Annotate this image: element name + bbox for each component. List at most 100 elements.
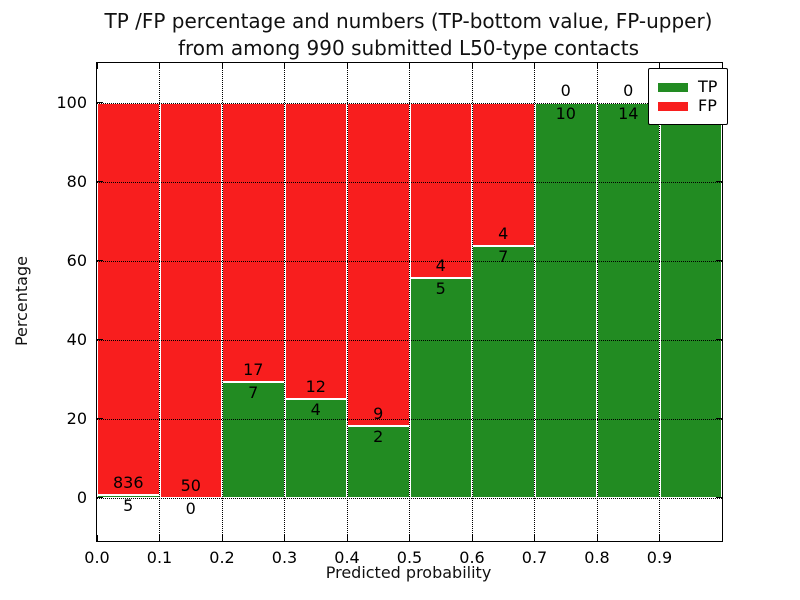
x-tick-label: 0.4 bbox=[334, 548, 360, 567]
x-tick-bottom bbox=[96, 535, 98, 541]
fp-count-label: 836 bbox=[112, 473, 144, 493]
x-tick-top bbox=[96, 63, 98, 69]
gridline-vertical bbox=[409, 63, 410, 541]
y-tick-label: 80 bbox=[66, 171, 87, 191]
x-tick-top bbox=[346, 63, 348, 69]
legend-box: TP FP bbox=[648, 68, 729, 125]
tp-count-label: 10 bbox=[555, 103, 576, 123]
x-tick-bottom bbox=[534, 535, 535, 541]
gridline-vertical bbox=[534, 63, 535, 541]
y-tick-right bbox=[716, 181, 722, 182]
y-tick-left bbox=[97, 497, 103, 499]
x-tick-label: 0.2 bbox=[209, 548, 235, 567]
x-tick-bottom bbox=[284, 535, 285, 541]
fp-count-label: 50 bbox=[180, 475, 201, 495]
y-tick-right bbox=[716, 497, 722, 499]
y-tick-label: 0 bbox=[76, 487, 87, 507]
x-tick-top bbox=[659, 63, 660, 69]
tp-count-label: 7 bbox=[498, 247, 509, 267]
y-tick-left bbox=[97, 181, 103, 182]
bar-fp-segment bbox=[409, 102, 472, 279]
y-tick-right bbox=[716, 339, 722, 341]
chart-title-line2: from among 990 submitted L50-type contac… bbox=[177, 36, 640, 60]
x-tick-bottom bbox=[221, 535, 223, 541]
y-tick-label: 20 bbox=[66, 408, 87, 428]
x-tick-top bbox=[721, 63, 723, 69]
bar-tp-segment bbox=[597, 102, 660, 498]
x-tick-bottom bbox=[659, 535, 660, 541]
fp-count-label: 4 bbox=[498, 224, 509, 244]
bar-fp-segment bbox=[284, 102, 347, 399]
fp-count-label: 0 bbox=[560, 80, 571, 100]
tp-swatch-icon bbox=[658, 82, 688, 92]
gridline-vertical bbox=[346, 63, 348, 541]
x-tick-top bbox=[596, 63, 598, 69]
legend-item-fp: FP bbox=[658, 98, 717, 114]
x-tick-bottom bbox=[596, 535, 598, 541]
gridline-vertical bbox=[159, 63, 160, 541]
legend-item-tp: TP bbox=[658, 79, 717, 95]
fp-count-label: 9 bbox=[373, 403, 384, 423]
x-axis-label: Predicted probability bbox=[325, 563, 492, 582]
fp-count-label: 12 bbox=[305, 376, 326, 396]
x-tick-bottom bbox=[159, 535, 160, 541]
bar-tp-segment bbox=[534, 102, 597, 498]
bar-fp-segment bbox=[347, 102, 410, 426]
x-tick-label: 0.3 bbox=[271, 548, 298, 567]
gridline-vertical bbox=[221, 63, 223, 541]
fp-swatch-icon bbox=[658, 101, 688, 111]
bar-fp-segment bbox=[472, 102, 535, 247]
x-tick-top bbox=[471, 63, 473, 69]
tp-count-label: 5 bbox=[435, 279, 446, 299]
x-tick-label: 0.7 bbox=[521, 548, 548, 567]
x-tick-top bbox=[159, 63, 160, 69]
x-tick-bottom bbox=[409, 535, 410, 541]
chart-title: TP /FP percentage and numbers (TP-bottom… bbox=[96, 8, 721, 62]
y-tick-label: 60 bbox=[66, 250, 87, 270]
x-tick-label: 0.6 bbox=[459, 548, 485, 567]
y-tick-label: 100 bbox=[56, 92, 87, 112]
x-tick-top bbox=[284, 63, 285, 69]
gridline-vertical bbox=[596, 63, 598, 541]
bar-tp-segment bbox=[284, 398, 347, 498]
bar-tp-segment bbox=[659, 102, 722, 498]
legend-label-tp: TP bbox=[698, 77, 718, 96]
tp-count-label: 5 bbox=[123, 496, 134, 516]
x-tick-bottom bbox=[471, 535, 473, 541]
y-tick-right bbox=[716, 260, 722, 262]
x-tick-label: 0.8 bbox=[584, 548, 610, 567]
tp-count-label: 7 bbox=[248, 383, 259, 403]
y-tick-left bbox=[97, 260, 103, 262]
y-tick-left bbox=[97, 102, 103, 103]
gridline-vertical bbox=[284, 63, 285, 541]
bar-fp-segment bbox=[97, 102, 160, 496]
x-tick-top bbox=[534, 63, 535, 69]
y-tick-left bbox=[97, 339, 103, 341]
bar-tp-segment bbox=[347, 425, 410, 498]
bar-tp-segment bbox=[472, 246, 535, 498]
y-tick-label: 40 bbox=[66, 329, 87, 349]
tp-count-label: 2 bbox=[373, 426, 384, 446]
bar-fp-segment bbox=[159, 102, 222, 498]
x-tick-label: 0.1 bbox=[146, 548, 173, 567]
x-tick-label: 0.9 bbox=[646, 548, 673, 567]
plot-area: 83655001771249245470100144 0204060801000… bbox=[56, 62, 729, 567]
y-tick-right bbox=[716, 418, 722, 420]
x-tick-top bbox=[221, 63, 223, 69]
fp-count-label: 4 bbox=[435, 256, 446, 276]
tp-count-label: 14 bbox=[618, 103, 639, 123]
y-axis-label: Percentage bbox=[12, 256, 31, 347]
bar-tp-segment bbox=[409, 278, 472, 498]
chart-title-line1: TP /FP percentage and numbers (TP-bottom… bbox=[104, 9, 713, 33]
x-tick-label: 0.0 bbox=[84, 548, 110, 567]
gridline-vertical bbox=[471, 63, 473, 541]
gridline-vertical bbox=[659, 63, 660, 541]
tp-count-label: 4 bbox=[310, 399, 321, 419]
fp-count-label: 0 bbox=[623, 80, 634, 100]
x-tick-bottom bbox=[346, 535, 348, 541]
legend-label-fp: FP bbox=[698, 96, 717, 115]
fp-count-label: 17 bbox=[243, 360, 264, 380]
x-tick-top bbox=[409, 63, 410, 69]
x-tick-label: 0.5 bbox=[396, 548, 423, 567]
